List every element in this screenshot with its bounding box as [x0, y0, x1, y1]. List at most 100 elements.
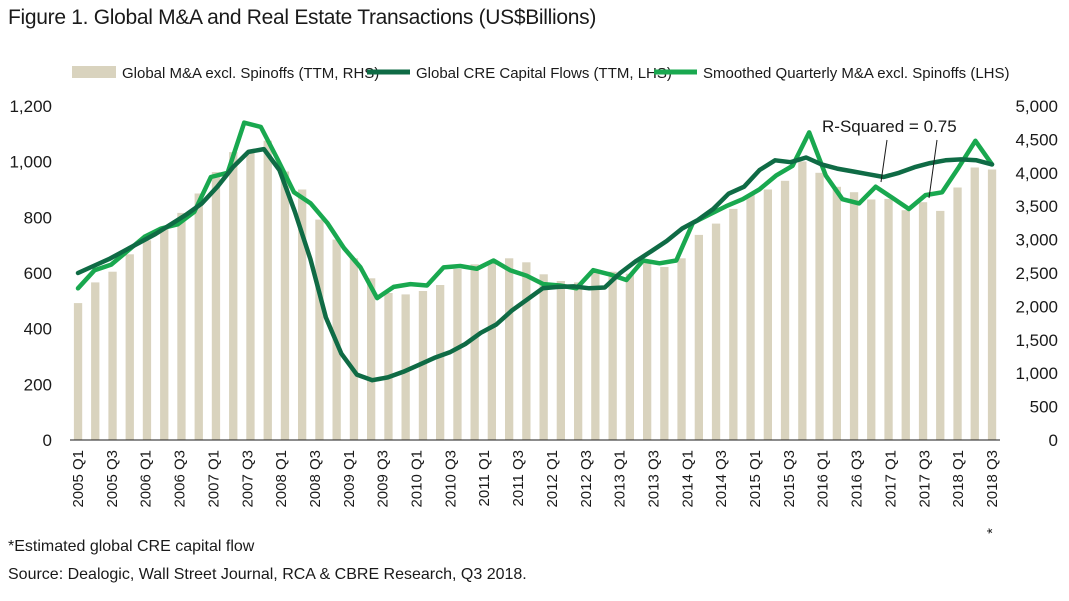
x-tick-label: 2005 Q3 — [104, 450, 121, 508]
y-left-tick-label: 200 — [24, 375, 52, 394]
x-tick-label: 2013 Q1 — [612, 450, 629, 508]
y-right-tick-label: 1,000 — [1015, 364, 1058, 383]
annotation-leader-2 — [928, 139, 938, 199]
bar — [987, 169, 997, 440]
bar — [91, 282, 100, 440]
bars-layer — [73, 140, 997, 441]
footnote: *Estimated global CRE capital flow — [8, 538, 255, 555]
bar — [125, 254, 134, 440]
y-left-tick-label: 0 — [43, 431, 52, 450]
y-right-tick-label: 4,000 — [1015, 164, 1058, 183]
y-right-tick-label: 2,000 — [1015, 297, 1058, 316]
y-right-tick-label: 2,500 — [1015, 264, 1058, 283]
bar — [970, 167, 979, 440]
bar — [418, 291, 428, 440]
bar — [367, 278, 376, 440]
x-tick-label: 2011 Q1 — [476, 450, 493, 506]
r-squared-annotation: R-Squared = 0.75 — [822, 117, 957, 136]
x-tick-label: 2016 Q1 — [815, 450, 832, 508]
x-tick-label: 2017 Q3 — [916, 450, 933, 508]
x-tick-label: 2012 Q1 — [544, 450, 561, 508]
bar — [73, 303, 83, 440]
x-axis-ticks: 2005 Q1 2005 Q3 2006 Q1 2006 Q3 2007 Q1 2007 … — [70, 450, 1001, 534]
x-tick-label: 2007 Q1 — [205, 450, 222, 508]
legend-label-smoothed: Smoothed Quarterly M&A excl. Spinoffs (L… — [703, 65, 1010, 82]
y-left-tick-label: 1,000 — [9, 153, 52, 172]
bar — [436, 285, 445, 440]
bar — [177, 212, 186, 440]
x-tick-label: 2008 Q3 — [307, 450, 324, 508]
y-left-tick-label: 1,200 — [9, 97, 52, 116]
bar — [901, 210, 910, 440]
bar — [608, 271, 617, 440]
bar — [229, 152, 238, 440]
figure-title: Figure 1. Global M&A and Real Estate Tra… — [8, 6, 597, 29]
bar — [780, 180, 790, 441]
x-tick-label: 2018 Q3 — [984, 450, 1001, 508]
bar — [729, 208, 738, 440]
bar — [246, 152, 255, 440]
bar — [401, 294, 410, 440]
x-tick-label: 2014 Q1 — [679, 450, 696, 508]
bar — [815, 172, 824, 441]
bar — [798, 161, 807, 440]
x-tick-label: 2007 Q3 — [239, 450, 256, 508]
bar — [625, 273, 634, 440]
x-tick-label: 2011 Q3 — [510, 450, 527, 506]
bar — [711, 223, 721, 440]
bar — [298, 189, 307, 440]
bar — [280, 171, 290, 440]
y-right-tick-label: 1,500 — [1015, 331, 1058, 350]
bar — [384, 293, 393, 440]
bar — [574, 282, 583, 440]
bar — [194, 193, 203, 440]
y-right-tick-label: 5,000 — [1015, 97, 1058, 116]
x-tick-label: 2005 Q1 — [70, 450, 87, 508]
bar — [487, 262, 496, 440]
x-tick-label: 2013 Q3 — [646, 450, 663, 508]
y-left-tick-label: 600 — [24, 264, 52, 283]
x-tick-label: 2017 Q1 — [882, 450, 899, 508]
line-global-cre-capital-flows — [75, 146, 995, 383]
x-tick-label: 2015 Q1 — [747, 450, 764, 508]
x-tick-label: 2018 Q1 — [950, 450, 967, 508]
x-tick-label: 2012 Q3 — [578, 450, 595, 508]
x-tick-label: 2016 Q3 — [849, 450, 866, 508]
bar — [677, 258, 686, 440]
bar — [211, 172, 221, 440]
x-tick-label: 2006 Q1 — [138, 450, 155, 508]
legend-label-cre: Global CRE Capital Flows (TTM, LHS) — [416, 65, 672, 82]
bar — [315, 219, 324, 440]
bar — [539, 274, 548, 440]
bar — [160, 228, 169, 440]
y-right-tick-label: 4,500 — [1015, 130, 1058, 149]
bar — [746, 194, 755, 440]
y-right-tick-label: 0 — [1049, 431, 1058, 450]
legend: Global M&A excl. Spinoffs (TTM, RHS) Glo… — [72, 65, 1010, 82]
y-left-tick-label: 800 — [24, 208, 52, 227]
bar — [453, 269, 462, 440]
bar — [849, 192, 859, 440]
y-right-tick-label: 3,000 — [1015, 231, 1058, 250]
x-tick-label: 2006 Q3 — [172, 450, 189, 508]
y-right-tick-label: 3,500 — [1015, 197, 1058, 216]
bar — [694, 234, 703, 440]
bar — [936, 210, 945, 440]
bar — [763, 189, 772, 440]
x-tick-label: 2015 Q3 — [781, 450, 798, 508]
bar — [643, 261, 652, 440]
bar — [349, 258, 359, 440]
bar — [142, 240, 152, 440]
x-tick-label: 2010 Q1 — [409, 450, 426, 508]
annotation-leader-1 — [880, 139, 888, 183]
bar — [591, 272, 600, 440]
y-left-tick-label: 400 — [24, 320, 52, 339]
lines-layer — [75, 120, 995, 383]
y-axis-left: 0 200 400 600 800 1,000 1,200 — [9, 97, 52, 450]
bar — [832, 186, 841, 440]
y-axis-right: 0 500 1,000 1,500 2,000 2,500 3,000 3,500 4,000 4… — [1015, 97, 1058, 450]
x-tick-label: 2009 Q3 — [375, 450, 392, 508]
bar — [470, 264, 479, 440]
source-note: Source: Dealogic, Wall Street Journal, R… — [8, 566, 527, 583]
